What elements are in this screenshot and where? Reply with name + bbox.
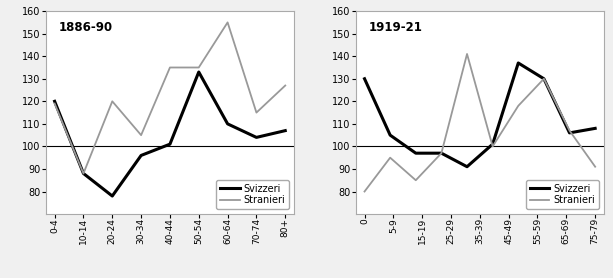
Line: Stranieri: Stranieri — [55, 23, 285, 173]
Stranieri — [137, 133, 145, 137]
Text: 1919-21: 1919-21 — [368, 21, 422, 34]
Svizzeri — [540, 77, 547, 80]
Svizzeri — [281, 129, 289, 132]
Svizzeri — [438, 152, 445, 155]
Legend: Svizzeri, Stranieri: Svizzeri, Stranieri — [216, 180, 289, 209]
Stranieri — [361, 190, 368, 193]
Svizzeri — [51, 100, 58, 103]
Stranieri — [592, 165, 599, 168]
Stranieri — [253, 111, 260, 114]
Svizzeri — [592, 127, 599, 130]
Svizzeri — [412, 152, 419, 155]
Svizzeri — [109, 194, 116, 198]
Text: 1886-90: 1886-90 — [58, 21, 113, 34]
Svizzeri — [489, 143, 497, 146]
Stranieri — [463, 52, 471, 56]
Svizzeri — [137, 154, 145, 157]
Stranieri — [514, 104, 522, 108]
Svizzeri — [195, 70, 202, 74]
Stranieri — [224, 21, 231, 24]
Svizzeri — [361, 77, 368, 80]
Stranieri — [566, 129, 573, 132]
Line: Svizzeri: Svizzeri — [55, 72, 285, 196]
Stranieri — [386, 156, 394, 159]
Svizzeri — [80, 172, 87, 175]
Svizzeri — [566, 131, 573, 135]
Stranieri — [80, 172, 87, 175]
Svizzeri — [386, 133, 394, 137]
Stranieri — [438, 152, 445, 155]
Stranieri — [540, 77, 547, 80]
Svizzeri — [166, 143, 173, 146]
Stranieri — [51, 102, 58, 105]
Stranieri — [281, 84, 289, 87]
Stranieri — [166, 66, 173, 69]
Stranieri — [109, 100, 116, 103]
Stranieri — [489, 145, 497, 148]
Svizzeri — [463, 165, 471, 168]
Line: Stranieri: Stranieri — [365, 54, 595, 192]
Svizzeri — [224, 122, 231, 126]
Svizzeri — [514, 61, 522, 65]
Stranieri — [195, 66, 202, 69]
Legend: Svizzeri, Stranieri: Svizzeri, Stranieri — [526, 180, 599, 209]
Stranieri — [412, 178, 419, 182]
Line: Svizzeri: Svizzeri — [365, 63, 595, 167]
Svizzeri — [253, 136, 260, 139]
